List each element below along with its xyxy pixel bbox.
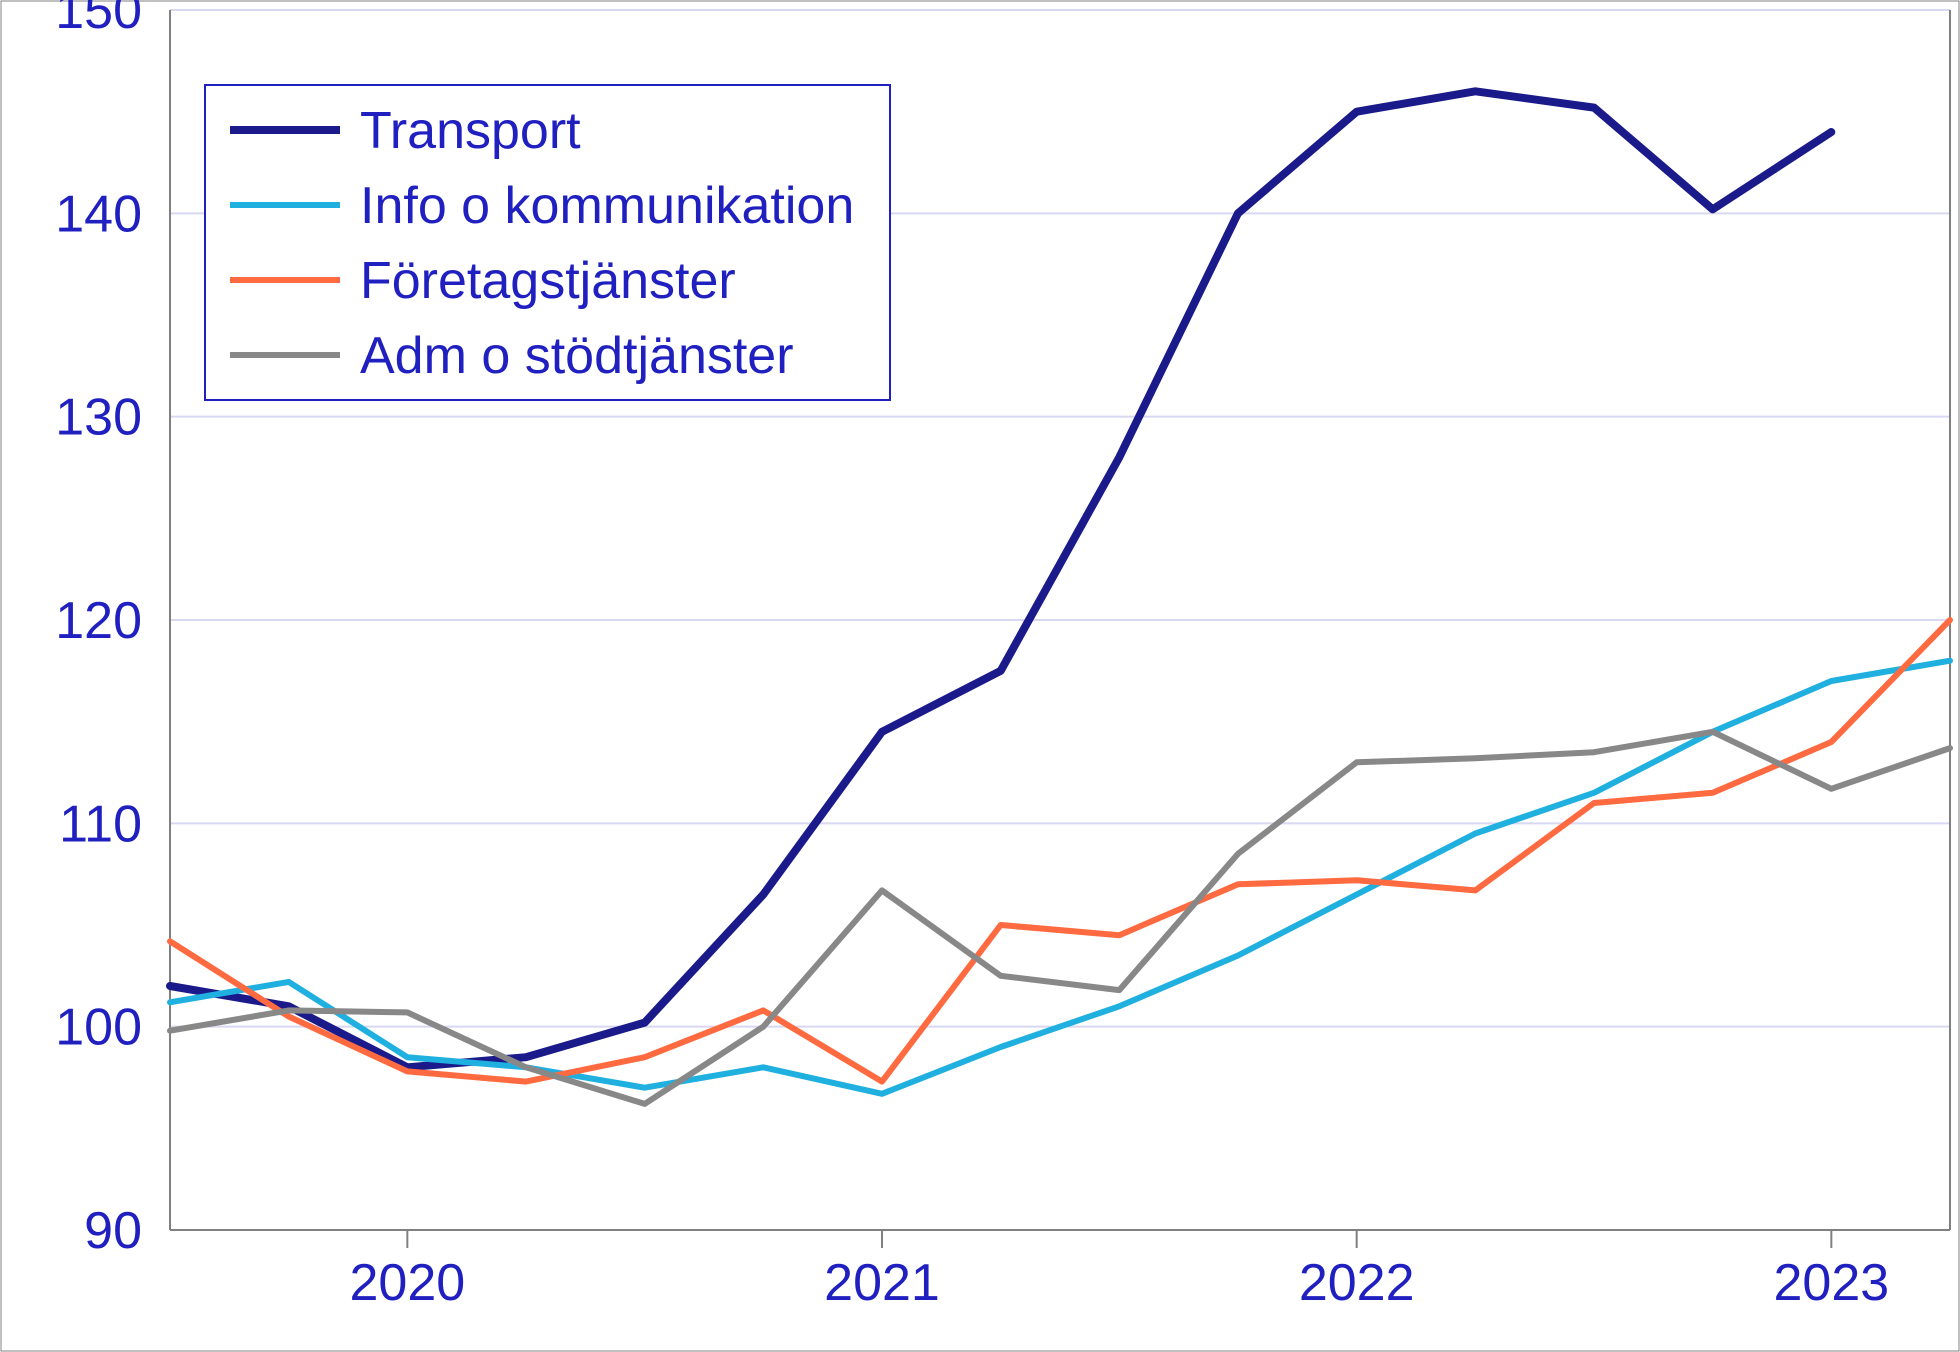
series-line [170,732,1950,1104]
y-tick-label: 140 [55,185,142,243]
y-tick-label: 100 [55,999,142,1057]
y-tick-label: 90 [84,1202,142,1260]
x-tick-label: 2020 [349,1254,465,1312]
y-tick-label: 110 [59,795,142,853]
series-line [170,620,1950,1082]
x-tick-label: 2021 [824,1254,940,1312]
legend-label: Info o kommunikation [360,177,854,235]
x-tick-label: 2022 [1299,1254,1415,1312]
y-tick-label: 150 [55,0,142,40]
legend-label: Transport [360,102,581,160]
y-tick-label: 120 [55,592,142,650]
chart-svg: 90 100 110 120 130 140 150 2020 2021 2022 2023 Tran… [0,0,1960,1352]
x-tick-label: 2023 [1773,1254,1889,1312]
legend-label: Företagstjänster [360,252,736,310]
legend-label: Adm o stödtjänster [360,327,794,385]
line-chart: 90 100 110 120 130 140 150 2020 2021 2022 2023 Tran… [0,0,1960,1352]
y-tick-label: 130 [55,389,142,447]
